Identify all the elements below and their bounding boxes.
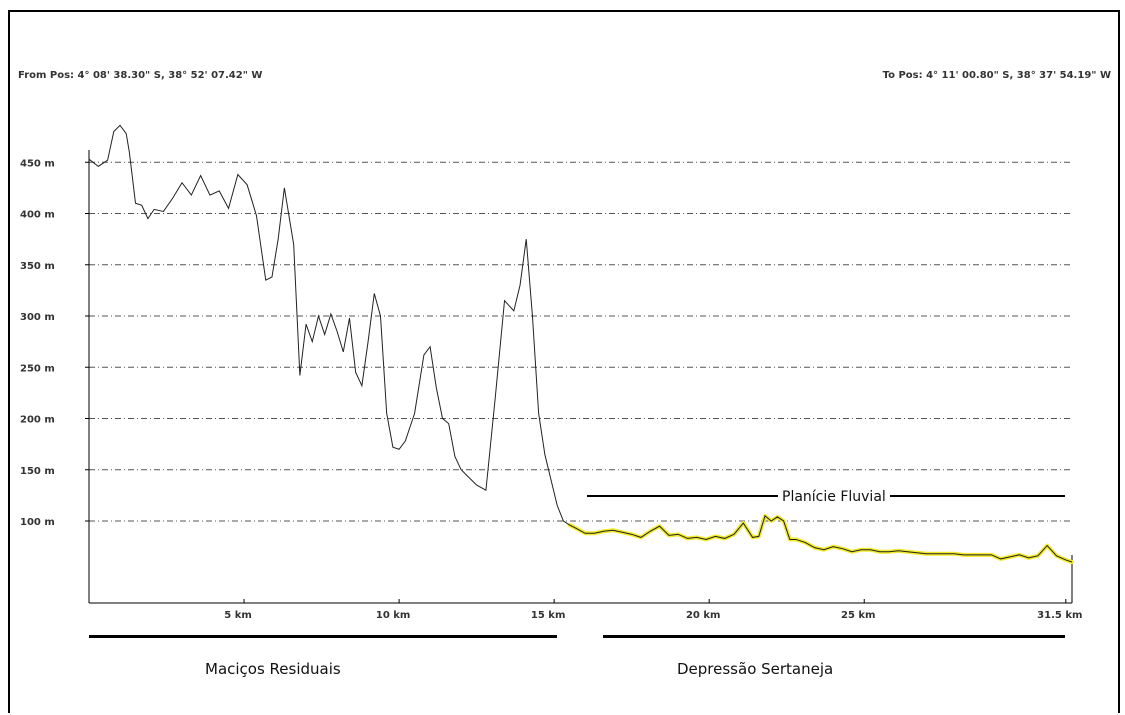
y-axis-ticks: 100 m 150 m 200 m 250 m 300 m 350 m 400 m 450 m (20, 158, 89, 528)
planicie-fluvial-label: Planície Fluvial (778, 489, 890, 505)
y-tick-label: 300 m (20, 312, 55, 323)
x-tick-label: 20 km (686, 610, 720, 621)
x-tick-label: 15 km (531, 610, 565, 621)
fluvial-highlight-series (567, 513, 1074, 564)
x-tick-label: 5 km (224, 610, 252, 621)
depressao-sertaneja-label: Depressão Sertaneja (677, 660, 834, 678)
x-axis-ticks: 5 km 10 km 15 km 20 km 25 km 31.5 km (224, 599, 1082, 621)
y-tick-label: 250 m (20, 363, 55, 374)
chart-frame (8, 10, 1120, 713)
y-tick-label: 100 m (20, 517, 55, 528)
depressao-sertaneja-bar (603, 635, 1065, 638)
to-position-label: To Pos: 4° 11' 00.80" S, 38° 37' 54.19" … (882, 70, 1111, 81)
maciços-residuais-bar (89, 635, 557, 638)
x-tick-label: 10 km (376, 610, 410, 621)
y-tick-label: 200 m (20, 415, 55, 426)
from-position-label: From Pos: 4° 08' 38.30" S, 38° 52' 07.42… (18, 70, 263, 81)
y-tick-label: 350 m (20, 261, 55, 272)
elevation-profile-series (88, 124, 1073, 563)
x-tick-label: 31.5 km (1037, 610, 1082, 621)
grid-lines (89, 161, 1072, 522)
y-tick-label: 450 m (20, 158, 55, 169)
x-tick-label: 25 km (841, 610, 875, 621)
y-tick-label: 150 m (20, 466, 55, 477)
maciços-residuais-label: Maciços Residuais (205, 660, 341, 678)
y-tick-label: 400 m (20, 210, 55, 221)
